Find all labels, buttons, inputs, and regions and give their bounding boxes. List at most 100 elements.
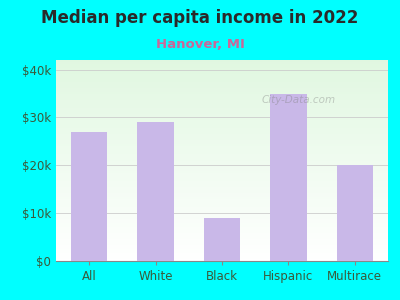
Bar xyxy=(56,181,388,183)
Bar xyxy=(56,170,388,172)
Bar xyxy=(56,225,388,227)
Bar xyxy=(56,68,388,70)
Bar xyxy=(56,239,388,241)
Bar xyxy=(56,92,388,94)
Bar xyxy=(56,142,388,144)
Bar xyxy=(56,247,388,249)
Bar xyxy=(56,169,388,170)
Bar xyxy=(56,80,388,82)
Bar xyxy=(56,78,388,80)
Bar xyxy=(56,124,388,126)
Bar xyxy=(56,60,388,62)
Bar xyxy=(56,223,388,225)
Bar xyxy=(56,177,388,178)
Bar xyxy=(56,157,388,158)
Bar xyxy=(56,146,388,148)
Bar xyxy=(56,172,388,175)
Text: Hanover, MI: Hanover, MI xyxy=(156,38,244,50)
Bar xyxy=(56,148,388,150)
Bar xyxy=(56,134,388,136)
Bar xyxy=(56,191,388,193)
Bar xyxy=(56,251,388,253)
Bar xyxy=(56,100,388,102)
Bar xyxy=(56,215,388,217)
Bar xyxy=(56,195,388,197)
Bar xyxy=(56,66,388,68)
Bar xyxy=(56,227,388,229)
Bar xyxy=(56,229,388,231)
Bar xyxy=(56,130,388,132)
Bar xyxy=(56,118,388,120)
Bar xyxy=(56,175,388,177)
Bar xyxy=(56,241,388,243)
Bar xyxy=(56,257,388,259)
Bar xyxy=(56,187,388,189)
Bar xyxy=(56,136,388,138)
Bar xyxy=(56,158,388,160)
Bar xyxy=(56,235,388,237)
Bar xyxy=(56,86,388,88)
Bar xyxy=(56,237,388,239)
Bar xyxy=(56,102,388,104)
Bar xyxy=(56,221,388,223)
Bar xyxy=(56,189,388,191)
Bar xyxy=(56,152,388,154)
Bar xyxy=(56,106,388,108)
Text: City-Data.com: City-Data.com xyxy=(262,95,336,105)
Bar xyxy=(56,144,388,146)
Bar xyxy=(56,74,388,76)
Bar xyxy=(56,197,388,199)
Bar xyxy=(56,203,388,205)
Bar xyxy=(56,184,388,187)
Bar xyxy=(56,88,388,90)
Bar xyxy=(56,201,388,203)
Bar xyxy=(56,120,388,122)
Bar xyxy=(56,94,388,96)
Text: Median per capita income in 2022: Median per capita income in 2022 xyxy=(41,9,359,27)
Bar xyxy=(56,70,388,72)
Bar xyxy=(56,255,388,257)
Bar xyxy=(56,122,388,124)
Bar xyxy=(56,116,388,118)
Bar xyxy=(56,114,388,116)
Bar xyxy=(56,84,388,86)
Bar xyxy=(56,110,388,112)
Bar xyxy=(56,245,388,247)
Bar xyxy=(56,154,388,157)
Bar xyxy=(56,231,388,233)
Bar xyxy=(56,82,388,84)
Bar xyxy=(270,94,307,261)
Bar xyxy=(56,211,388,213)
Bar xyxy=(56,150,388,152)
Bar xyxy=(56,160,388,163)
Bar xyxy=(56,163,388,164)
Bar xyxy=(56,253,388,255)
Bar xyxy=(56,217,388,219)
Bar xyxy=(56,193,388,195)
Bar xyxy=(336,165,373,261)
Bar xyxy=(56,126,388,128)
Bar xyxy=(56,132,388,134)
Bar xyxy=(56,259,388,261)
Bar xyxy=(56,243,388,245)
Bar xyxy=(56,96,388,98)
Bar xyxy=(56,108,388,110)
Bar xyxy=(71,132,108,261)
Bar xyxy=(56,140,388,142)
Bar xyxy=(56,138,388,140)
Bar xyxy=(56,76,388,78)
Bar xyxy=(56,209,388,211)
Bar xyxy=(56,207,388,209)
Bar xyxy=(56,233,388,235)
Bar xyxy=(56,128,388,130)
Bar xyxy=(56,178,388,181)
Bar xyxy=(56,183,388,184)
Bar xyxy=(56,112,388,114)
Bar xyxy=(137,122,174,261)
Bar xyxy=(56,164,388,166)
Bar xyxy=(56,249,388,251)
Bar xyxy=(56,167,388,169)
Bar xyxy=(56,90,388,92)
Bar xyxy=(56,199,388,201)
Bar xyxy=(56,64,388,66)
